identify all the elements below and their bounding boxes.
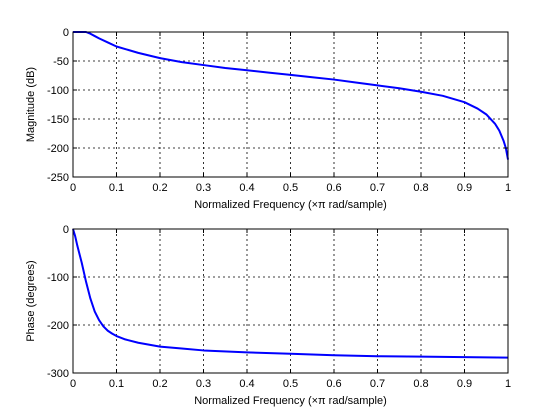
x-tick-label: 0.2 xyxy=(152,378,167,390)
x-tick-label: 0 xyxy=(70,182,76,194)
x-axis-label: Normalized Frequency (×π rad/sample) xyxy=(194,395,387,407)
y-tick-label: -250 xyxy=(47,172,69,184)
phase-plot: 0 0.1 0.2 0.3 0.4 0.5 0.6 0.7 0.8 0.9 1 -300 -200 -10… xyxy=(25,224,511,407)
x-tick-label: 0.8 xyxy=(413,378,428,390)
x-tick-label: 1 xyxy=(505,378,511,390)
y-tick-label: -100 xyxy=(47,272,69,284)
y-tick-label: -50 xyxy=(53,56,69,68)
magnitude-plot: 0 0.1 0.2 0.3 0.4 0.5 0.6 0.7 0.8 0.9 1 -250 -200 -15… xyxy=(25,27,511,211)
x-tick-label: 0.6 xyxy=(326,182,341,194)
y-tick-label: -100 xyxy=(47,85,69,97)
x-tick-label: 0.1 xyxy=(109,182,124,194)
x-tick-label: 0.7 xyxy=(370,378,385,390)
x-tick-label: 0.3 xyxy=(196,378,211,390)
x-tick-label: 1 xyxy=(505,182,511,194)
y-axis-label: Phase (degrees) xyxy=(25,260,37,341)
x-tick-label: 0.8 xyxy=(413,182,428,194)
x-tick-label: 0.4 xyxy=(239,182,254,194)
x-axis-label: Normalized Frequency (×π rad/sample) xyxy=(194,199,387,211)
y-tick-label: 0 xyxy=(63,224,69,236)
x-tick-label: 0.7 xyxy=(370,182,385,194)
x-tick-label: 0.2 xyxy=(152,182,167,194)
x-tick-label: 0.3 xyxy=(196,182,211,194)
y-tick-label: -300 xyxy=(47,368,69,380)
x-tick-label: 0.9 xyxy=(457,378,472,390)
y-axis-label: Magnitude (dB) xyxy=(25,67,37,142)
series-line xyxy=(72,228,509,359)
x-tick-label: 0.9 xyxy=(457,182,472,194)
series-line xyxy=(73,31,509,160)
y-tick-label: -150 xyxy=(47,114,69,126)
x-tick-label: 0.5 xyxy=(283,378,298,390)
x-tick-label: 0.4 xyxy=(239,378,254,390)
y-tick-label: -200 xyxy=(47,143,69,155)
x-tick-label: 0.6 xyxy=(326,378,341,390)
y-tick-label: 0 xyxy=(63,27,69,39)
y-tick-label: -200 xyxy=(47,320,69,332)
x-tick-label: 0.5 xyxy=(283,182,298,194)
x-tick-label: 0.1 xyxy=(109,378,124,390)
x-tick-label: 0 xyxy=(70,378,76,390)
